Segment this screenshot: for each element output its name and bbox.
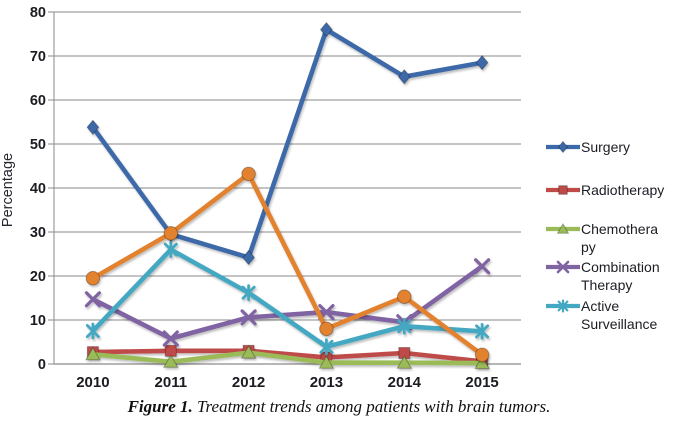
data-point-marker: [241, 284, 256, 302]
y-tick-label: 80: [30, 5, 46, 21]
data-point-marker: [85, 346, 101, 361]
y-tick-label: 50: [30, 137, 46, 153]
data-point-marker: [319, 338, 334, 356]
data-point-marker: [162, 330, 179, 347]
data-point-marker: [240, 345, 257, 359]
data-point-marker: [240, 309, 257, 326]
series-chemotherapy: [85, 345, 490, 370]
chart-area: 0 10 20 30 40 50 60 70 80 2010 2011 2012 2013 2014 201…: [0, 5, 521, 391]
data-point-marker: [474, 355, 490, 370]
x-axis-label: 2014: [388, 374, 422, 391]
y-tick-label: 70: [30, 49, 46, 65]
data-point-marker: [318, 355, 335, 369]
x-axis-label: 2011: [155, 374, 188, 391]
y-tick-label: 0: [38, 357, 46, 373]
data-point-marker: [85, 270, 101, 286]
data-point-marker: [86, 119, 100, 136]
data-point-marker: [241, 166, 256, 182]
y-tick-label: 30: [30, 225, 46, 241]
data-point-marker: [474, 347, 490, 363]
x-axis-label: 2012: [232, 374, 265, 391]
data-point-marker: [163, 241, 178, 258]
series-unlabeled-orange: [85, 166, 490, 363]
y-tick-label: 40: [30, 181, 46, 197]
y-tick-label: 10: [30, 313, 46, 329]
x-axis-label: 2013: [310, 374, 343, 391]
data-point-marker: [85, 322, 100, 340]
data-point-marker: [474, 258, 491, 275]
series-active-surveillance: [85, 241, 490, 356]
data-point-marker: [319, 321, 334, 337]
y-tick-label: 20: [30, 269, 46, 285]
figure-caption: Figure 1. Treatment trends among patient…: [0, 397, 678, 417]
y-axis-title: Percentage: [0, 153, 16, 227]
data-point-marker: [397, 289, 412, 305]
x-axis-labels: 2010 2011 2012 2013 2014 2015: [76, 374, 499, 391]
data-point-marker: [84, 291, 101, 308]
data-point-marker: [475, 323, 490, 340]
series-combination-therapy: [84, 258, 491, 347]
data-point-marker: [319, 21, 333, 38]
caption-text: Treatment trends among patients with bra…: [192, 397, 551, 416]
data-point-marker: [162, 354, 179, 368]
data-point-marker: [397, 68, 411, 85]
caption-label: Figure 1.: [127, 397, 193, 416]
data-point-marker: [163, 226, 179, 241]
y-tick-label: 60: [30, 93, 46, 109]
x-axis-label: 2010: [76, 374, 109, 391]
data-point-marker: [396, 355, 413, 369]
x-axis-label: 2015: [465, 374, 498, 391]
data-point-marker: [475, 54, 489, 71]
data-point-marker: [242, 249, 256, 266]
data-point-marker: [397, 317, 412, 335]
series-surgery: [86, 21, 489, 266]
